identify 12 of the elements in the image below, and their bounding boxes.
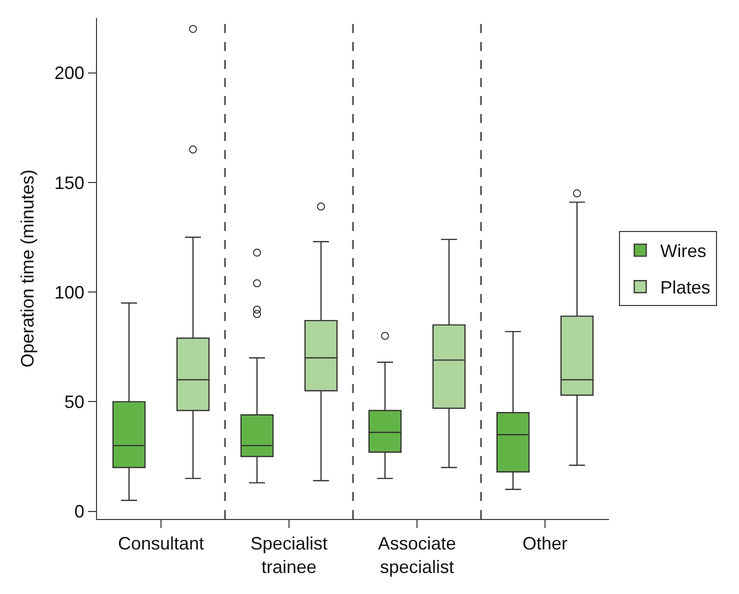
y-tick-label: 150 [54, 172, 84, 193]
y-tick-label: 0 [74, 502, 84, 522]
legend-label: Plates [660, 278, 710, 298]
x-tick-label: Consultant [118, 534, 204, 554]
legend-label: Wires [660, 241, 706, 262]
y-tick-label: 50 [64, 392, 84, 412]
x-tick-label: Specialist trainee [250, 534, 328, 577]
x-tick-label: Other [522, 534, 568, 554]
y-tick-label: 100 [54, 282, 84, 302]
y-tick-label: 200 [54, 63, 84, 84]
y-axis-title: Operation time (minutes) [18, 169, 38, 368]
x-tick-label: Associate specialist [378, 534, 456, 577]
